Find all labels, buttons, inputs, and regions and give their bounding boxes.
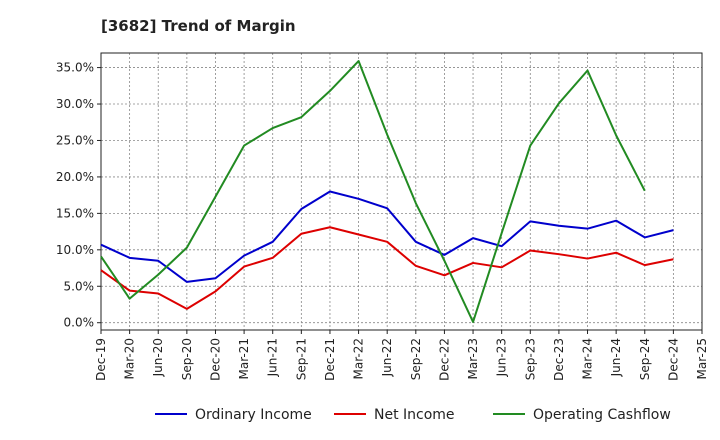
legend: Ordinary Income Net Income Operating Cashf… (155, 407, 671, 423)
x-tick-label: Jun-22 (380, 338, 394, 377)
x-tick-label: Jun-21 (266, 338, 280, 377)
x-tick-label: Dec-24 (666, 338, 680, 381)
y-tick-label: 5.0% (64, 279, 95, 293)
series-line-operating-cashflow (100, 60, 646, 323)
x-tick-label: Sep-21 (294, 338, 308, 380)
x-tick-label: Mar-24 (581, 338, 595, 379)
x-tick-label: Mar-20 (123, 338, 137, 379)
legend-label-ordinary-income: Ordinary Income (195, 407, 312, 423)
x-tick-label: Dec-23 (552, 338, 566, 381)
plot-area (100, 52, 703, 331)
x-tick-label: Mar-22 (352, 338, 366, 379)
series-lines (100, 60, 674, 323)
x-tick-label: Mar-23 (466, 338, 480, 379)
series-line-ordinary-income (100, 190, 674, 283)
y-tick-label: 35.0% (56, 61, 94, 75)
x-tick-label: Jun-24 (609, 338, 623, 377)
series-line-net-income (100, 226, 674, 310)
y-tick-label: 25.0% (56, 133, 94, 147)
x-tick-label: Jun-23 (495, 338, 509, 377)
x-tick-label: Sep-22 (409, 338, 423, 380)
y-tick-label: 10.0% (56, 243, 94, 257)
x-tick-label: Sep-20 (180, 338, 194, 380)
legend-label-operating-cashflow: Operating Cashflow (533, 407, 671, 423)
x-tick-label: Sep-24 (638, 338, 652, 380)
y-tick-label: 20.0% (56, 170, 94, 184)
x-tick-label: Mar-21 (237, 338, 251, 379)
y-axis: 0.0% 5.0% 10.0% 15.0% 20.0% 25.0% 30.0% 35.0% (56, 61, 101, 330)
y-tick-label: 0.0% (64, 316, 95, 330)
legend-label-net-income: Net Income (374, 407, 455, 423)
y-tick-label: 30.0% (56, 97, 94, 111)
y-tick-label: 15.0% (56, 206, 94, 220)
x-axis: Dec-19 Mar-20 Jun-20 Sep-20 Dec-20 Mar-21 Jun-… (94, 330, 709, 381)
chart-title: [3682] Trend of Margin (101, 17, 296, 35)
x-tick-label: Dec-22 (437, 338, 451, 381)
grid (100, 53, 703, 330)
x-tick-label: Mar-25 (695, 338, 709, 379)
x-tick-label: Dec-19 (94, 338, 108, 381)
x-tick-label: Dec-21 (323, 338, 337, 381)
x-tick-label: Jun-20 (151, 338, 165, 377)
x-tick-label: Sep-23 (523, 338, 537, 380)
x-tick-label: Dec-20 (208, 338, 222, 381)
